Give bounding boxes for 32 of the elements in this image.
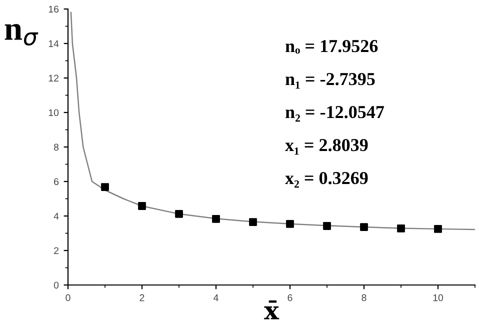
point bbox=[397, 224, 405, 232]
x-tick-label: 6 bbox=[288, 294, 292, 302]
point bbox=[138, 202, 146, 210]
annotation: x₁ = 2.8039 bbox=[285, 138, 368, 155]
x-tick-label: 0 bbox=[66, 294, 70, 302]
annotation: n₁ = -2.7395 bbox=[285, 73, 375, 89]
annotation: x₂ = 0.3269 bbox=[285, 172, 368, 188]
y-tick-label: 14 bbox=[48, 40, 59, 48]
annotation: n₂ = -12.0547 bbox=[285, 106, 384, 122]
point bbox=[101, 183, 109, 191]
annotation: nₒ = 17.9526 bbox=[285, 40, 378, 54]
y-tick-label: 12 bbox=[48, 74, 58, 82]
y-tick-label: 2 bbox=[54, 247, 58, 254]
y-tick-label: 10 bbox=[48, 109, 59, 116]
point bbox=[249, 218, 257, 226]
x-tick-label: 4 bbox=[214, 294, 218, 302]
x-tick-label: 2 bbox=[140, 294, 144, 302]
point bbox=[175, 210, 183, 218]
y-tick-label: 16 bbox=[48, 6, 59, 13]
point bbox=[286, 220, 294, 228]
y-tick-label: 0 bbox=[54, 282, 59, 289]
y-axis-title: n$_{σ}$ bbox=[4, 24, 38, 46]
point bbox=[212, 214, 220, 223]
point bbox=[434, 224, 442, 233]
point bbox=[323, 222, 331, 230]
point bbox=[360, 223, 368, 231]
y-tick-label: 8 bbox=[54, 144, 59, 151]
x-tick-label: 8 bbox=[362, 294, 366, 302]
x-tick-label: 10 bbox=[433, 294, 444, 302]
y-tick-label: 6 bbox=[54, 178, 59, 186]
x-axis-title: x̄ bbox=[264, 300, 280, 320]
y-tick-label: 4 bbox=[54, 212, 59, 220]
